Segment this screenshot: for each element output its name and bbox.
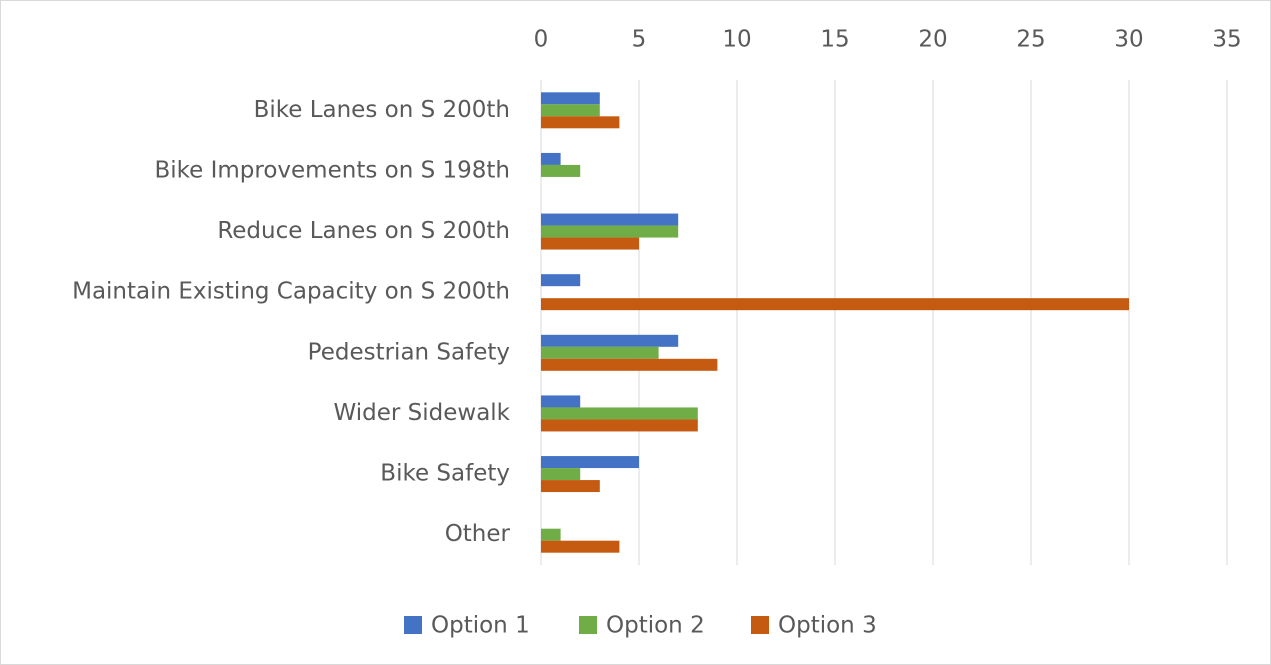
bar [541, 237, 639, 250]
bar [541, 225, 679, 238]
y-tick-label: Bike Improvements on S 198th [154, 157, 510, 183]
bar [541, 468, 581, 481]
bar [541, 298, 1129, 311]
legend-label: Option 3 [778, 613, 877, 639]
legend-swatch [751, 616, 769, 634]
legend-swatch [579, 616, 597, 634]
x-tick-label: 20 [918, 27, 947, 53]
x-tick-label: 25 [1016, 27, 1045, 53]
bar [541, 395, 581, 408]
bar [541, 152, 561, 165]
bar [541, 419, 698, 432]
bar [541, 104, 600, 117]
bar [541, 407, 698, 420]
bar [541, 540, 620, 553]
bar [541, 358, 718, 371]
y-tick-label: Reduce Lanes on S 200th [217, 218, 510, 244]
y-tick-label: Maintain Existing Capacity on S 200th [72, 279, 510, 305]
y-tick-label: Bike Safety [380, 461, 510, 487]
bar [541, 456, 639, 469]
x-tick-label: 0 [534, 27, 549, 53]
bar [541, 480, 600, 493]
bar [541, 164, 581, 177]
y-tick-label: Wider Sidewalk [334, 400, 511, 426]
x-tick-label: 15 [820, 27, 849, 53]
y-tick-label: Other [445, 521, 511, 547]
x-tick-label: 5 [632, 27, 647, 53]
bar [541, 334, 679, 347]
bar [541, 213, 679, 226]
x-tick-label: 10 [722, 27, 751, 53]
legend-label: Option 2 [606, 613, 705, 639]
bar [541, 274, 581, 287]
bar [541, 346, 659, 359]
x-tick-label: 35 [1212, 27, 1241, 53]
bar [541, 92, 600, 105]
legend-swatch [404, 616, 422, 634]
x-tick-label: 30 [1114, 27, 1143, 53]
legend-label: Option 1 [431, 613, 530, 639]
y-tick-label: Pedestrian Safety [308, 339, 510, 365]
bar [541, 528, 561, 541]
bar [541, 116, 620, 129]
y-tick-label: Bike Lanes on S 200th [254, 97, 510, 123]
